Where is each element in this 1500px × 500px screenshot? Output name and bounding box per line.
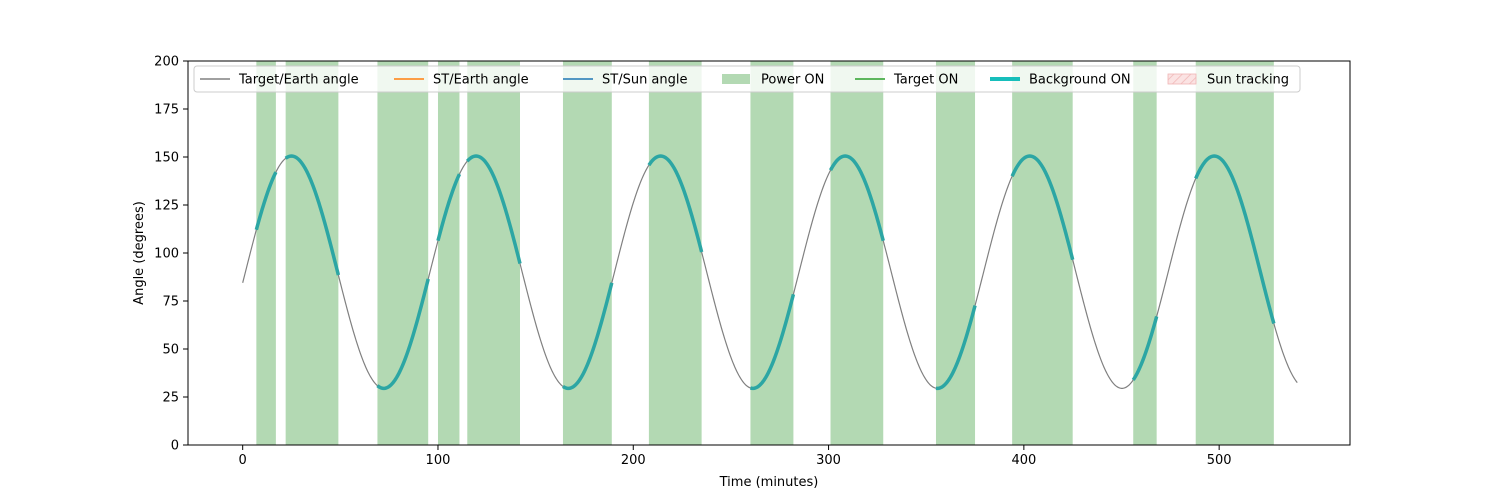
power-on-span-6 [562,61,612,445]
y-tick-label: 75 [162,295,179,310]
y-tick-label: 50 [162,343,179,358]
axes: 0 100 200 300 400 500 0 25 50 75 100 125 150 175 200 [154,55,1231,469]
x-tick-label: 200 [621,453,646,468]
power-on-span-2 [285,61,339,445]
background-on-segment-3 [376,278,430,391]
legend-label-sun-tracking: Sun tracking [1207,73,1289,88]
legend-label-st-earth-angle: ST/Earth angle [433,73,529,88]
power-on-span-1 [256,61,276,445]
y-tick-label: 0 [171,439,179,454]
legend-label-target-earth-angle: Target/Earth angle [238,73,359,88]
y-tick-label: 150 [154,151,179,166]
background-on-segment-10 [935,305,977,391]
background-on-segment-11 [1010,154,1075,261]
background-on-segment-6 [562,282,614,391]
legend-label-target-on: Target ON [893,73,958,88]
legend-label-st-sun-angle: ST/Sun angle [602,73,688,88]
power-on-span-10 [935,61,976,445]
power-on-span-11 [1012,61,1073,445]
power-on-spans [256,61,1274,445]
legend: Target/Earth angle ST/Earth angle ST/Sun a… [193,65,1301,93]
power-on-span-13 [1195,61,1274,445]
x-axis-label: Time (minutes) [719,475,819,490]
y-tick-label: 175 [154,103,179,118]
x-tick-label: 0 [239,453,247,468]
legend-swatch-sun-tracking [1167,73,1197,85]
background-on-segment-5 [465,154,522,264]
background-on-segment-12 [1131,315,1159,381]
background-on-segment-8 [749,293,796,391]
y-axis-label: Angle (degrees) [132,201,147,305]
background-on-segment-7 [647,154,704,253]
legend-label-background-on: Background ON [1029,73,1131,88]
background-on-segment-13 [1194,154,1276,324]
power-on-span-4 [437,61,460,445]
power-on-span-9 [830,61,884,445]
background-on-segment-4 [436,173,462,242]
background-on-segment-9 [828,154,885,242]
power-on-span-3 [377,61,429,445]
legend-swatch-power-on [722,74,750,84]
y-tick-label: 125 [154,199,179,214]
y-tick-label: 200 [154,55,179,70]
x-tick-label: 500 [1207,453,1232,468]
power-on-span-8 [750,61,794,445]
x-tick-label: 100 [426,453,451,468]
x-tick-label: 300 [816,453,841,468]
x-tick-label: 400 [1011,453,1036,468]
y-tick-label: 25 [162,391,179,406]
background-on-segment-2 [284,154,341,276]
background-on-segment-1 [254,171,278,231]
y-tick-label: 100 [154,247,179,262]
legend-label-power-on: Power ON [761,73,824,88]
power-on-span-5 [467,61,520,445]
series-lines [242,154,1298,391]
power-on-span-12 [1133,61,1157,445]
power-on-span-7 [648,61,702,445]
